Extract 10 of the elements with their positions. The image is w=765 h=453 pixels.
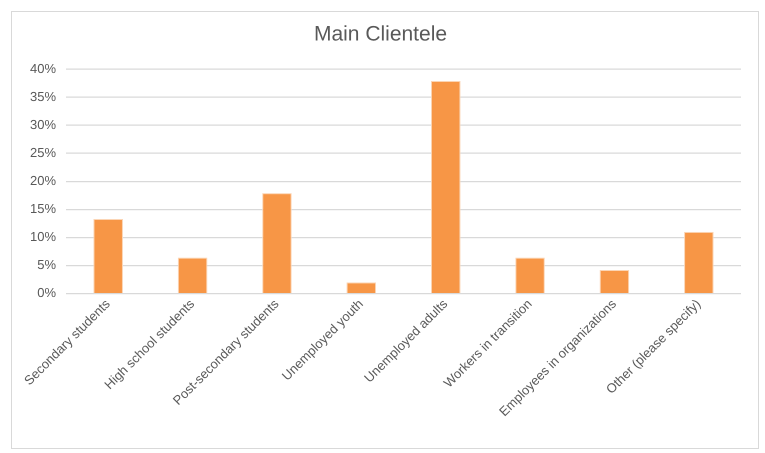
y-tick-label: 10% [30, 229, 56, 244]
chart-title: Main Clientele [314, 22, 448, 46]
y-tick-label: 5% [37, 257, 56, 272]
y-tick-label: 20% [30, 172, 56, 188]
y-tick-label: 25% [30, 144, 56, 160]
y-tick-label: 0% [37, 285, 56, 300]
y-tick-label: 35% [30, 88, 56, 104]
y-tick-label: 15% [30, 201, 56, 216]
y-tick-label: 30% [30, 116, 56, 132]
y-tick-label: 40% [30, 60, 56, 76]
